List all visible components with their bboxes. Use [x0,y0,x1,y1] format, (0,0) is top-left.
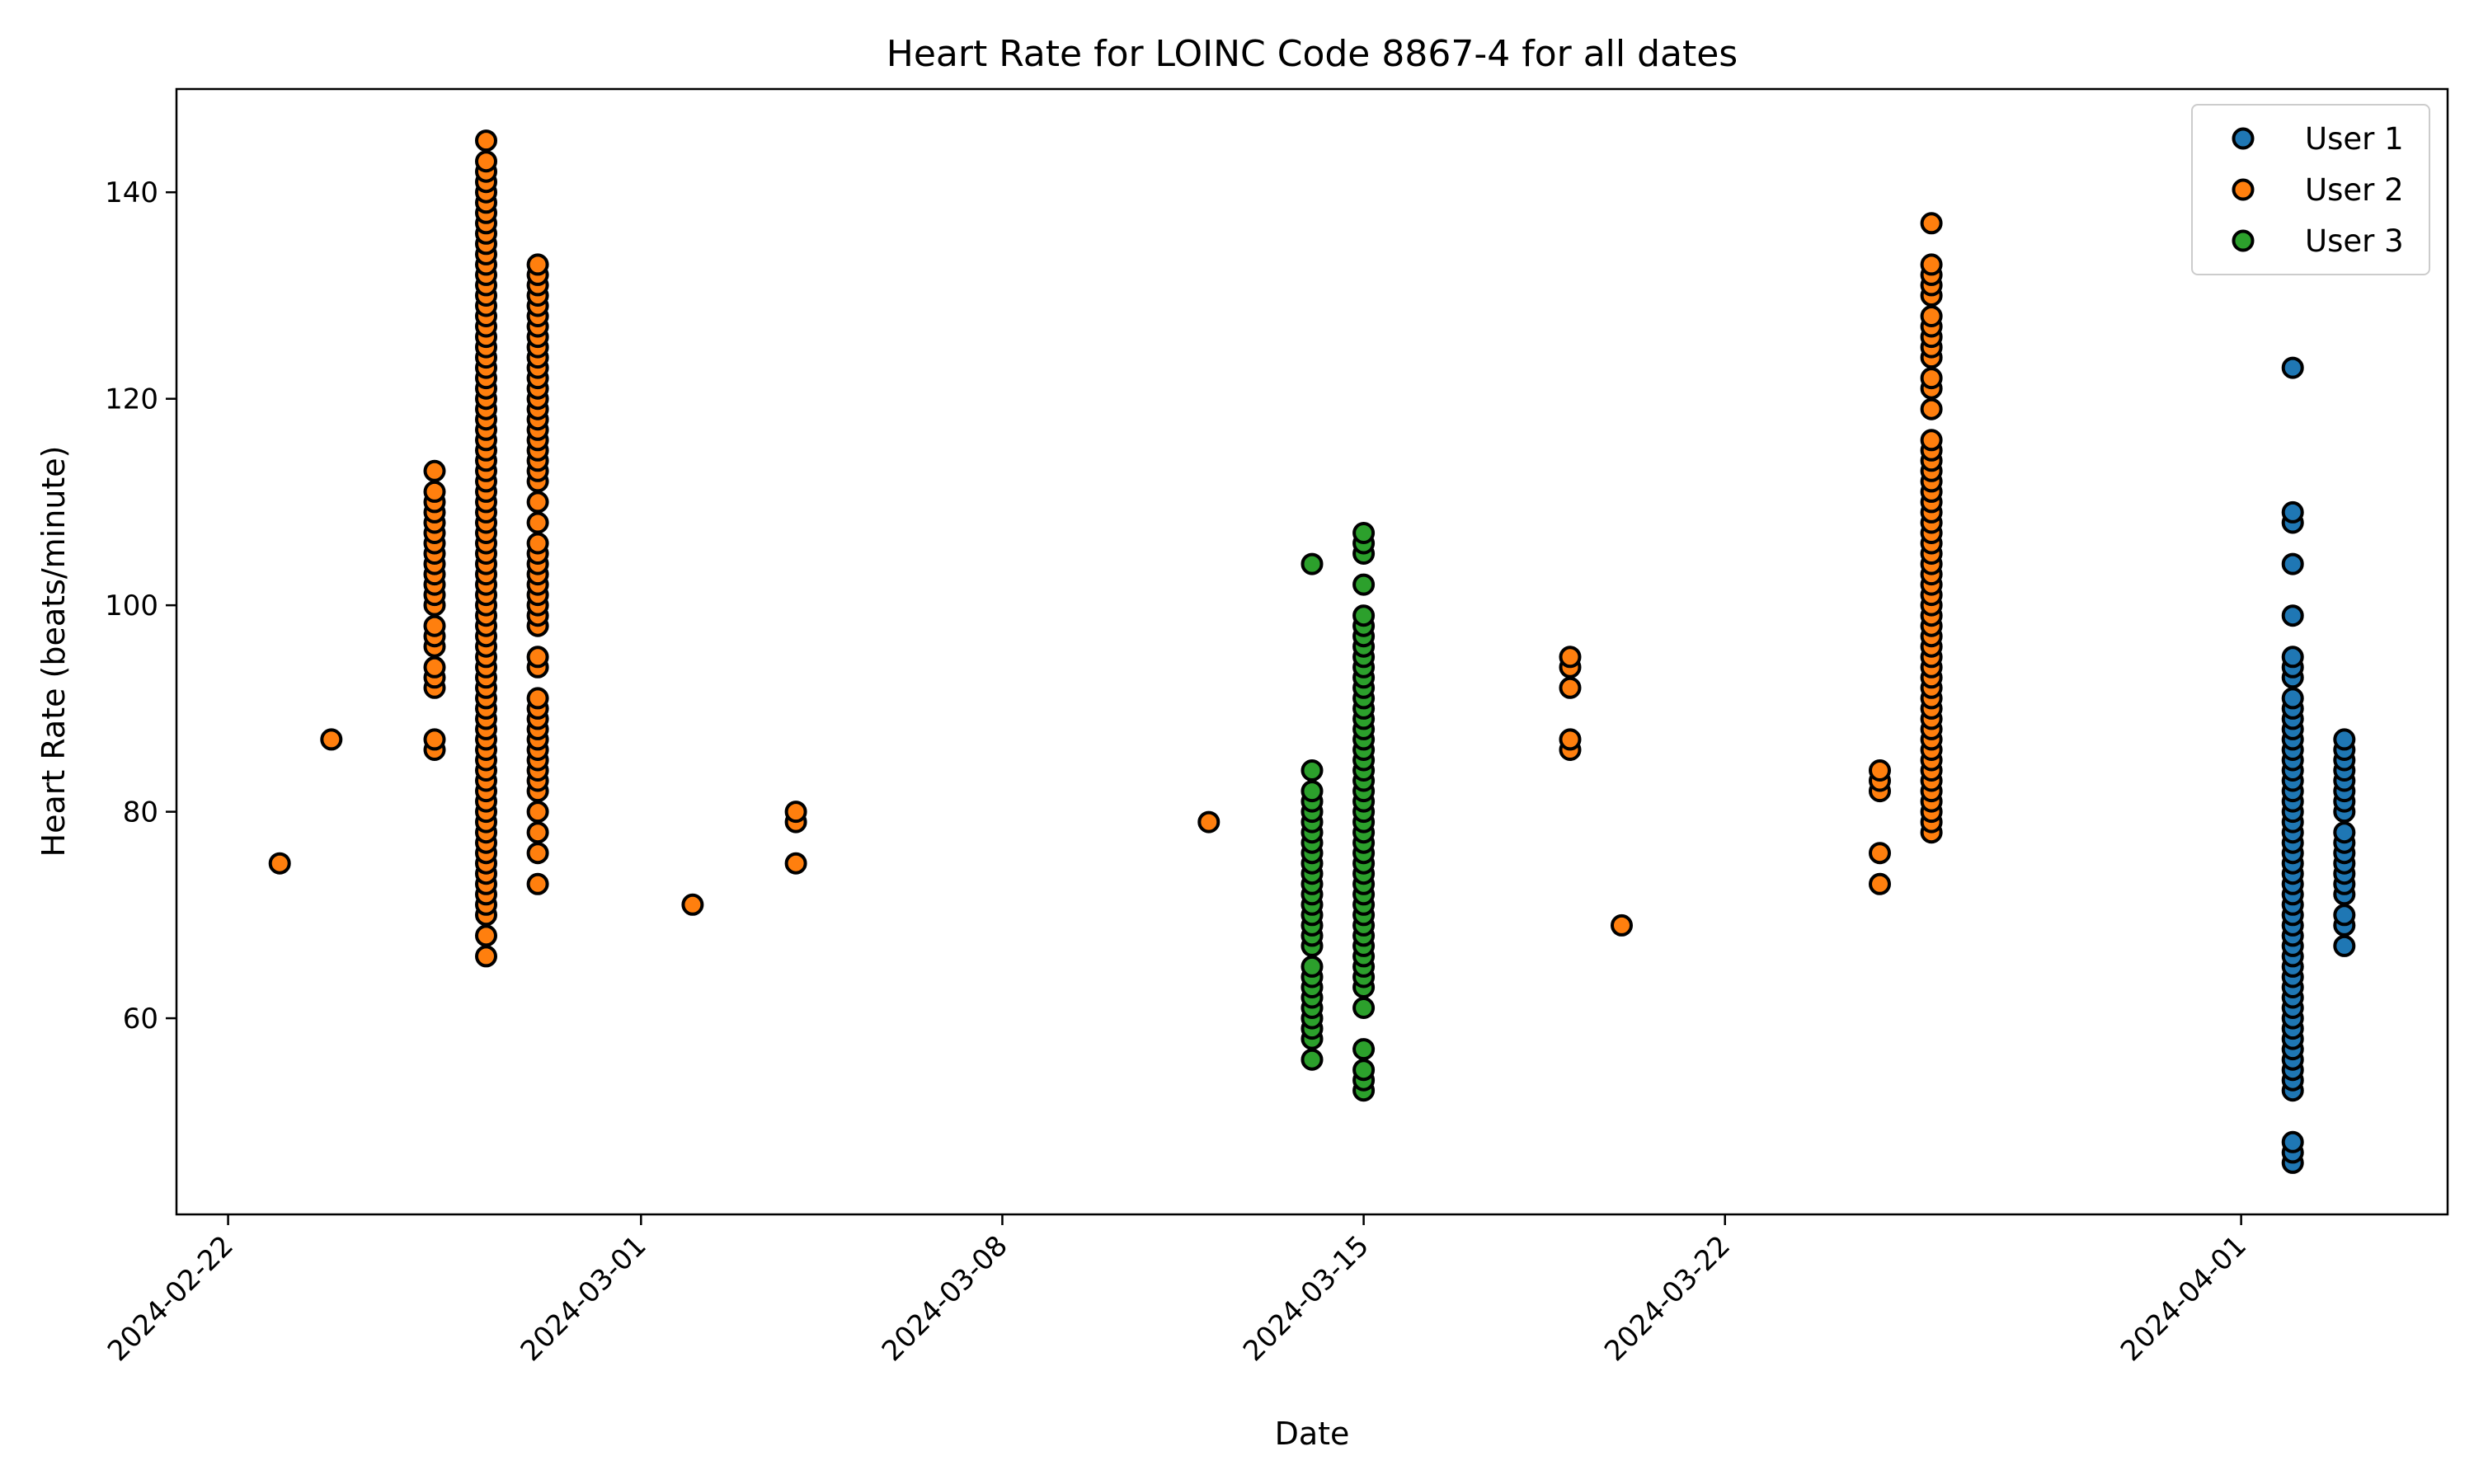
points-layer [268,129,2356,1174]
data-point [784,801,807,824]
data-point [1352,604,1376,627]
y-tick-label: 80 [123,796,158,829]
data-point [2281,687,2304,710]
data-point [475,945,497,968]
chart-title: Heart Rate for LOINC Code 8867-4 for all… [887,33,1738,75]
data-point [423,459,446,482]
data-point [1300,955,1324,978]
data-point [1352,522,1376,544]
legend-label-3: User 3 [2305,223,2404,259]
data-point [2281,500,2304,524]
data-point [526,646,549,669]
data-point [2281,552,2304,575]
data-point [1920,253,1943,276]
data-point [2333,728,2356,751]
data-point [526,842,549,865]
data-point [1869,872,1891,895]
data-point [423,728,446,751]
data-point [423,614,446,637]
data-point [784,852,807,875]
legend-frame [2191,104,2430,275]
data-point [526,532,549,555]
x-axis-label: Date [1275,1416,1350,1452]
data-point [1352,997,1376,1019]
y-tick-label: 140 [105,176,158,209]
data-point [1300,1048,1324,1071]
data-point [526,511,549,534]
y-axis-label: Heart Rate (beats/minute) [35,445,72,857]
data-point [1920,397,1943,420]
data-point [681,893,704,916]
data-point [2333,821,2356,844]
data-point [1559,728,1582,751]
data-point [1559,676,1582,699]
data-point [526,801,549,824]
series-3 [1300,522,1376,1102]
data-point [1300,780,1324,803]
y-tick-label: 120 [105,383,158,416]
data-point [1920,212,1943,235]
data-point [526,821,549,844]
data-point [2281,646,2304,669]
data-point [2281,1130,2304,1153]
data-point [475,129,497,153]
y-tick-label: 100 [105,589,158,622]
plot-area-frame [175,87,2449,1216]
legend-marker-3 [2232,229,2255,252]
data-point [2333,904,2356,927]
data-point [526,491,549,514]
legend-marker-1 [2232,127,2255,150]
data-point [526,872,549,895]
legend-label-1: User 1 [2305,121,2404,157]
data-point [1920,429,1943,452]
data-point [423,655,446,679]
data-point [1352,1038,1376,1061]
data-point [1611,913,1633,937]
data-point [1920,305,1943,327]
data-point [1869,759,1891,782]
data-point [2281,604,2304,627]
data-point [526,253,549,276]
series-1 [2281,356,2356,1174]
data-point [1559,646,1582,669]
y-tick-label: 60 [123,1003,158,1036]
data-point [268,852,291,875]
data-point [320,728,343,751]
data-point [2333,934,2356,957]
data-point [1300,759,1324,782]
data-point [1352,1059,1376,1082]
data-point [1300,552,1324,575]
legend: User 1 User 2 User 3 [2191,104,2430,275]
series-2 [268,129,1943,968]
legend-label-2: User 2 [2305,172,2404,208]
data-point [1352,573,1376,596]
data-point [423,480,446,503]
data-point [526,687,549,710]
data-point [1197,810,1221,834]
y-axis: 60 80 100 120 140 [105,176,176,1036]
data-point [1920,367,1943,390]
data-point [475,150,497,173]
data-point [475,924,497,947]
data-point [2281,356,2304,379]
data-point [1869,842,1891,865]
legend-marker-2 [2232,178,2255,201]
